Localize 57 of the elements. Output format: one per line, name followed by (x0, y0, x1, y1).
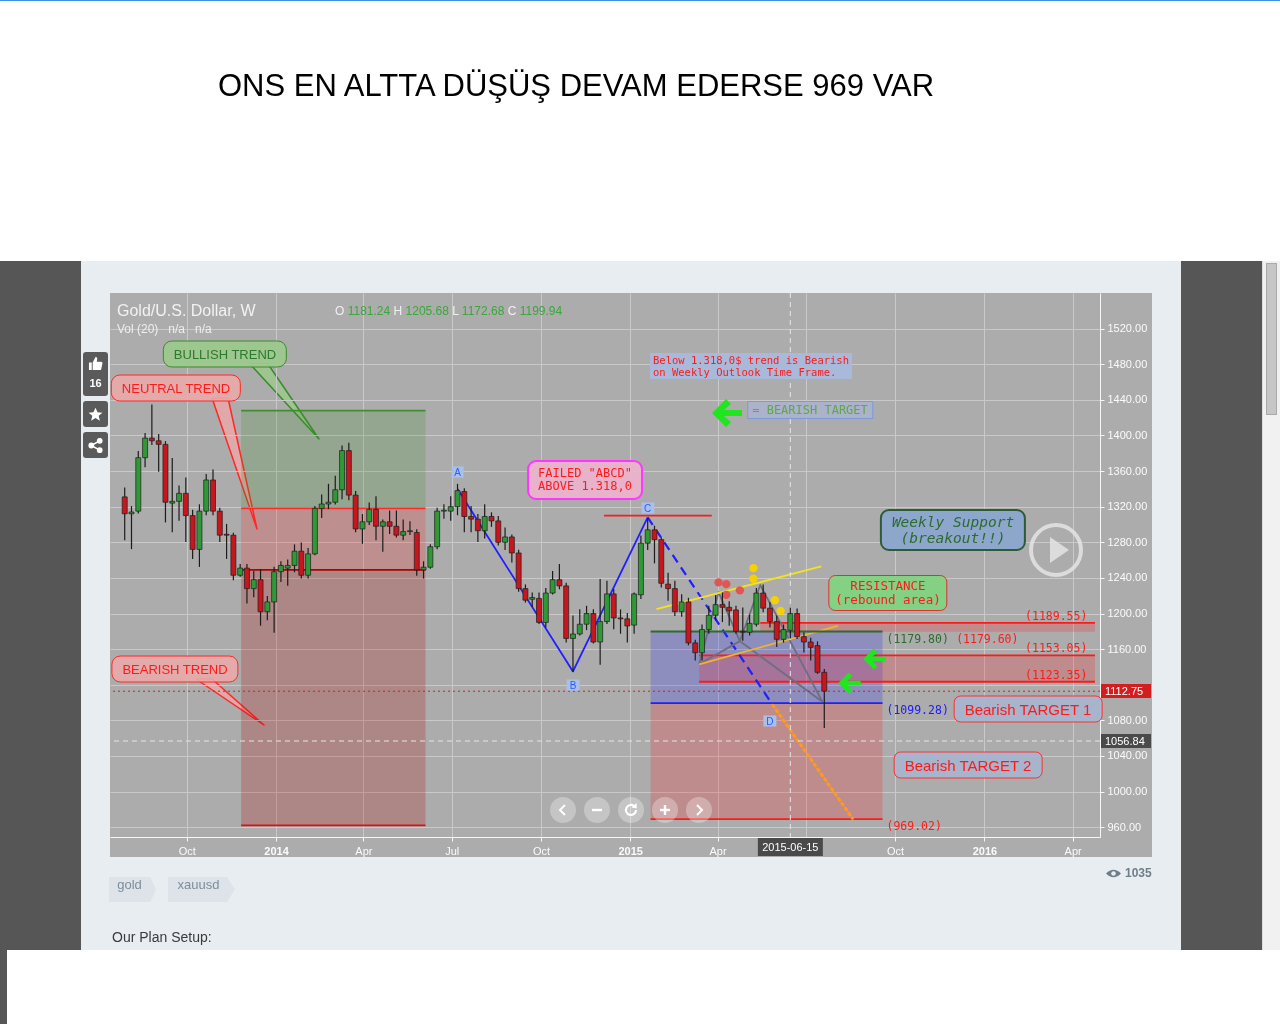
ref-line-label: 1056.84 (1101, 733, 1151, 748)
y-tick-label: 960.00 (1107, 820, 1142, 833)
text: 1035 (1125, 866, 1152, 880)
y-tick-label: 1280.00 (1107, 535, 1148, 548)
text: Gold/U.S. Dollar, W (117, 302, 257, 319)
annotation: (1099.28) (886, 703, 949, 718)
annotation: NEUTRAL TREND (110, 374, 242, 402)
annotation: (1189.55) (1025, 608, 1088, 623)
text: Our Plan Setup: (112, 929, 212, 945)
annotation: B (566, 679, 580, 691)
y-tick-label: 1080.00 (1107, 713, 1148, 726)
annotation: Below 1.318,0$ trend is Bearish on Weekly Outlook Time Frame. (650, 353, 852, 379)
y-tick-label: 1480.00 (1107, 357, 1148, 370)
y-tick-label: 1400.00 (1107, 428, 1148, 441)
annotation: (1153.05) (1025, 641, 1088, 656)
y-tick-label: 1320.00 (1107, 500, 1148, 513)
y-tick-label: 1040.00 (1107, 749, 1148, 762)
x-tick-label: Apr (355, 844, 373, 857)
annotation: C (641, 502, 655, 514)
text: 16 (88, 377, 103, 389)
annotation: BEARISH TREND (111, 655, 239, 683)
y-tick-label: 1520.00 (1107, 322, 1148, 335)
annotation: RESISTANCE (rebound area) (828, 575, 948, 611)
x-tick-label: 2016 (972, 844, 998, 857)
x-tick-label: Jul (445, 844, 460, 857)
x-tick-label: 2015 (618, 844, 643, 857)
y-tick-label: 1240.00 (1107, 571, 1148, 584)
annotation: (1179.60) (956, 631, 1019, 646)
annotation: = BEARISH TARGET (747, 401, 873, 419)
y-tick-label: 1360.00 (1107, 464, 1148, 477)
x-tick-label: Apr (1064, 844, 1083, 857)
ref-line-label: 1112.75 (1101, 684, 1151, 699)
y-tick-label: 1200.00 (1107, 607, 1148, 620)
annotation: FAILED "ABCD" ABOVE 1.318,0 (527, 460, 643, 500)
annotation: BULLISH TREND (162, 340, 288, 368)
annotation: Weekly Support (breakout!!) (879, 509, 1027, 551)
tag: gold (109, 877, 156, 902)
tag: xauusd (168, 877, 235, 902)
annotation: O 1181.24 H 1205.68 L 1172.68 C 1199.94 (335, 304, 563, 318)
x-tick-label: Oct (887, 844, 905, 857)
x-tick-label: Apr (709, 844, 727, 857)
x-tick-label: 2014 (264, 844, 290, 857)
annotation: (1179.80) (886, 631, 949, 646)
x-tick-label: Oct (178, 844, 196, 857)
annotation: D (763, 715, 777, 727)
annotation: Vol (20) n/a n/a (117, 322, 212, 336)
annotation: (969.02) (886, 819, 942, 834)
annotation: A (451, 466, 464, 478)
annotation: (1123.35) (1025, 667, 1088, 682)
y-tick-label: 1000.00 (1107, 785, 1148, 798)
ref-line-label: 2015-06-15 (758, 838, 823, 856)
y-tick-label: 1440.00 (1107, 393, 1148, 406)
y-tick-label: 1160.00 (1107, 642, 1147, 655)
x-tick-label: Oct (532, 844, 551, 857)
annotation: Bearish TARGET 1 (953, 695, 1103, 723)
chart-title: ONS EN ALTTA DÜŞÜŞ DEVAM EDERSE 969 VAR (218, 67, 935, 103)
annotation: Bearish TARGET 2 (893, 751, 1043, 779)
